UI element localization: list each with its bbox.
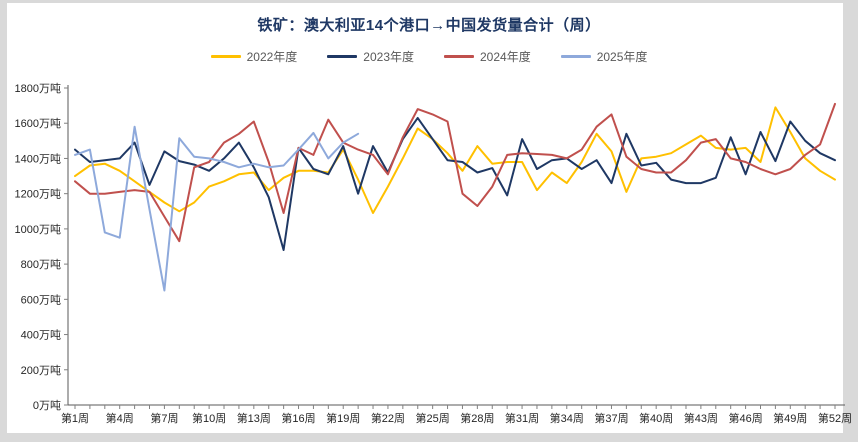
x-axis-label: 第46周 bbox=[728, 411, 762, 425]
x-axis-label: 第31周 bbox=[505, 411, 539, 425]
legend-swatch bbox=[210, 55, 241, 58]
chart-panel bbox=[7, 3, 843, 433]
y-axis-label: 1600万吨 bbox=[15, 117, 61, 130]
y-axis-label: 200万吨 bbox=[21, 364, 61, 377]
y-axis-label: 1200万吨 bbox=[15, 188, 61, 201]
x-axis-label: 第37周 bbox=[594, 411, 628, 425]
legend-item-2023: 2023年度 bbox=[327, 48, 414, 65]
legend-swatch bbox=[444, 55, 474, 58]
legend-label: 2022年度 bbox=[246, 50, 298, 64]
legend-swatch bbox=[327, 55, 358, 58]
y-axis-label: 800万吨 bbox=[21, 258, 61, 271]
legend-item-2024: 2024年度 bbox=[444, 48, 531, 65]
x-axis-label: 第1周 bbox=[61, 411, 89, 425]
series-line-2024 bbox=[74, 102, 836, 243]
x-axis-label: 第28周 bbox=[460, 411, 494, 425]
legend-swatch bbox=[560, 55, 591, 58]
x-axis-label: 第19周 bbox=[326, 411, 360, 425]
series-line-2025 bbox=[74, 125, 360, 292]
legend-label: 2025年度 bbox=[596, 50, 648, 64]
x-axis-label: 第22周 bbox=[371, 411, 405, 425]
y-axis-label: 1800万吨 bbox=[15, 82, 61, 95]
legend-label: 2024年度 bbox=[480, 50, 531, 64]
x-axis-label: 第43周 bbox=[684, 411, 718, 425]
x-axis-label: 第40周 bbox=[639, 411, 673, 425]
y-axis-label: 1000万吨 bbox=[15, 223, 61, 236]
x-axis-label: 第13周 bbox=[237, 411, 271, 425]
x-axis-label: 第52周 bbox=[818, 411, 852, 425]
y-axis-label: 0万吨 bbox=[33, 399, 61, 412]
chart-title: 铁矿：澳大利亚14个港口→中国发货量合计（周） bbox=[257, 17, 601, 34]
legend-item-2025: 2025年度 bbox=[560, 48, 648, 65]
x-axis-label: 第25周 bbox=[416, 411, 450, 425]
x-axis-label: 第10周 bbox=[192, 411, 226, 425]
x-axis-label: 第7周 bbox=[150, 411, 178, 425]
x-axis-label: 第4周 bbox=[106, 411, 134, 425]
x-axis-label: 第16周 bbox=[281, 411, 315, 425]
y-axis-label: 600万吨 bbox=[21, 293, 61, 306]
series-line-2023 bbox=[74, 116, 836, 251]
y-axis-label: 400万吨 bbox=[21, 329, 61, 342]
legend-item-2022: 2022年度 bbox=[210, 48, 298, 65]
x-axis-label: 第49周 bbox=[773, 411, 807, 425]
y-axis-label: 1400万吨 bbox=[15, 152, 61, 165]
legend: 2022年度 2023年度 2024年度 2025年度 bbox=[0, 48, 858, 65]
x-axis-label: 第34周 bbox=[550, 411, 584, 425]
legend-label: 2023年度 bbox=[363, 50, 414, 64]
